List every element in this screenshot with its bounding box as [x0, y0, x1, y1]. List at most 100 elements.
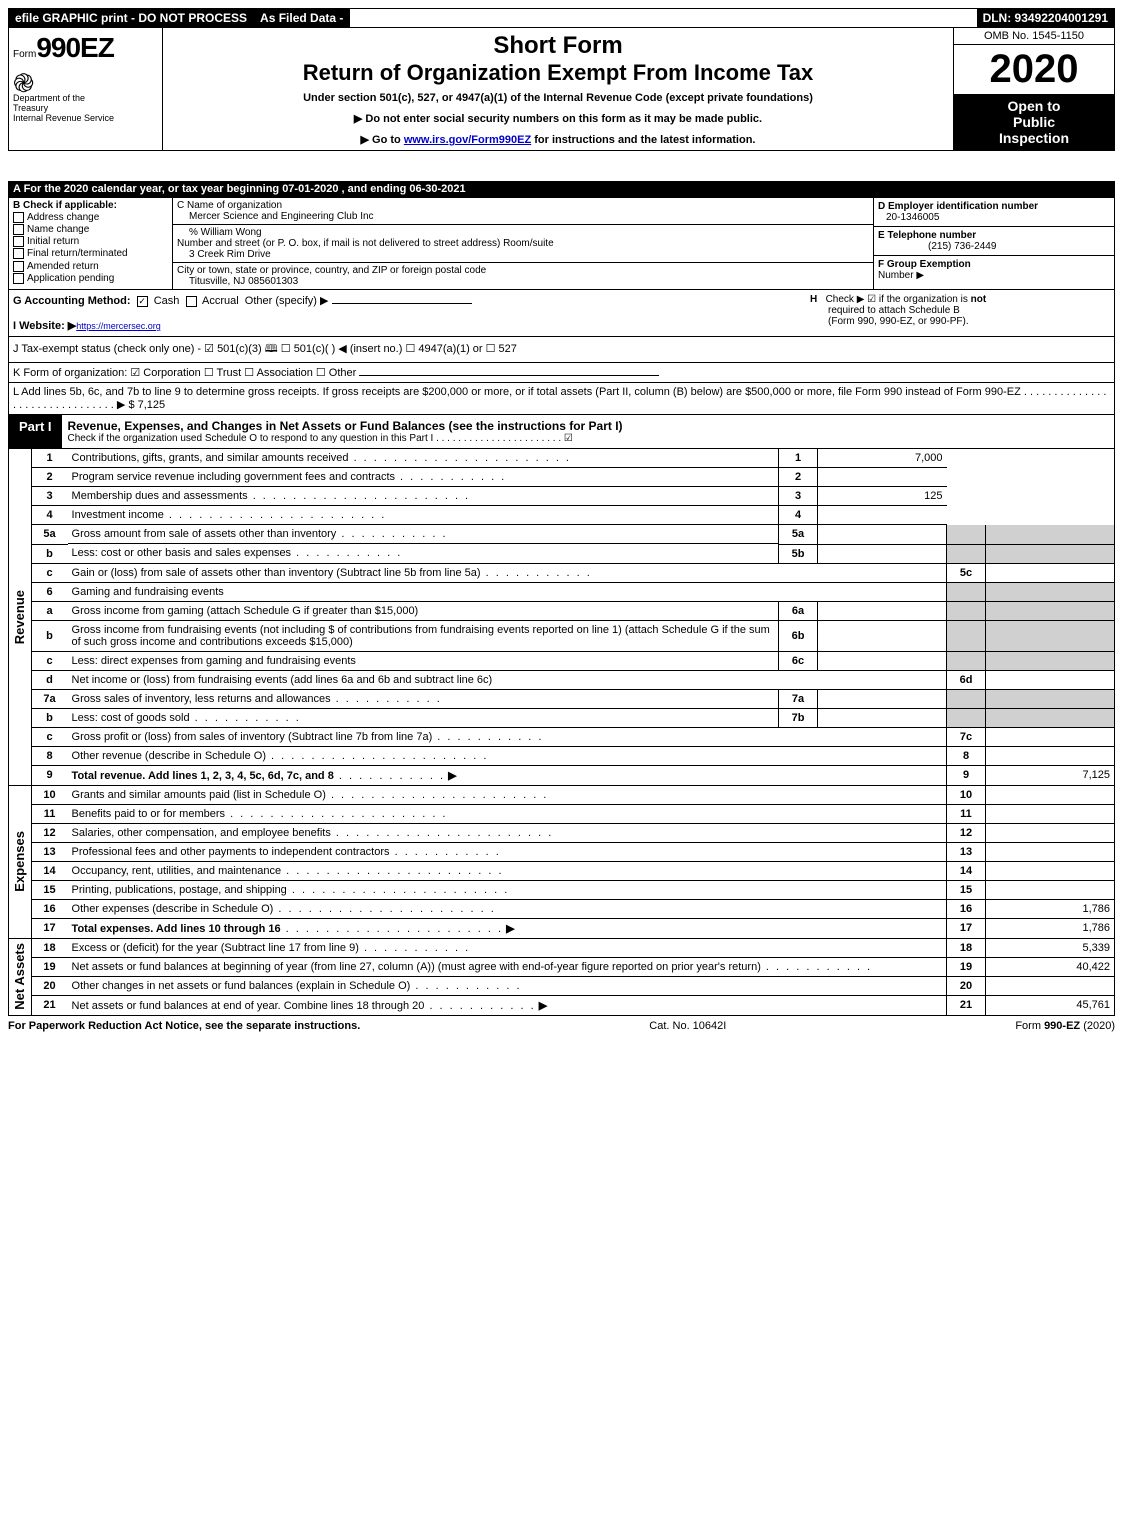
chk-label-pending: Application pending — [27, 273, 114, 284]
line-5c-val — [986, 563, 1115, 582]
line-15-desc: Printing, publications, postage, and shi… — [72, 884, 287, 896]
line-9-desc: Total revenue. Add lines 1, 2, 3, 4, 5c,… — [72, 770, 334, 782]
line-5a-sc: 5a — [779, 525, 818, 545]
line-1-rnum: 1 — [779, 449, 818, 468]
part1-tab: Part I — [9, 415, 62, 448]
info-grid: B Check if applicable: Address change Na… — [8, 198, 1115, 290]
street-address: 3 Creek Rim Drive — [177, 249, 271, 260]
checkbox-cash[interactable]: ✓ — [137, 296, 148, 307]
page-footer: For Paperwork Reduction Act Notice, see … — [8, 1016, 1115, 1036]
line-4-num: 4 — [31, 506, 68, 525]
line-20-num: 20 — [31, 976, 68, 995]
line-10-rnum: 10 — [947, 786, 986, 805]
line-2-val — [818, 468, 947, 487]
line-15-val — [986, 880, 1115, 899]
open-line1: Open to — [1008, 98, 1061, 114]
line-3-val: 125 — [818, 487, 947, 506]
line-9-arrow: ▶ — [448, 770, 456, 782]
line-8-desc: Other revenue (describe in Schedule O) — [72, 750, 266, 762]
line-9-num: 9 — [31, 765, 68, 785]
other-specify-line[interactable] — [332, 303, 472, 304]
netassets-side-label: Net Assets — [8, 939, 31, 1016]
line-21-arrow: ▶ — [539, 1000, 547, 1012]
line-2-num: 2 — [31, 468, 68, 487]
line-15-num: 15 — [31, 880, 68, 899]
line-7c-rnum: 7c — [947, 727, 986, 746]
city-value: Titusville, NJ 085601303 — [177, 276, 298, 287]
line-21-desc: Net assets or fund balances at end of ye… — [72, 1000, 425, 1012]
netassets-section: Net Assets 18Excess or (deficit) for the… — [8, 939, 1115, 1016]
line-21-num: 21 — [31, 995, 68, 1015]
line-7c-val — [986, 727, 1115, 746]
line-6-rnum — [947, 582, 986, 601]
line-4-desc: Investment income — [72, 509, 164, 521]
line-9-val: 7,125 — [986, 765, 1115, 785]
checkbox-initial[interactable] — [13, 236, 24, 247]
line-15-rnum: 15 — [947, 880, 986, 899]
line-5a-desc: Gross amount from sale of assets other t… — [72, 528, 337, 540]
open-inspection: Open to Public Inspection — [954, 94, 1114, 150]
line-3-num: 3 — [31, 487, 68, 506]
cash-label: Cash — [154, 295, 180, 307]
expenses-table: 10Grants and similar amounts paid (list … — [31, 786, 1115, 939]
row-h-text1: Check ▶ ☑ if the organization is — [826, 294, 971, 305]
line-6a-rval — [986, 601, 1115, 620]
line-11-desc: Benefits paid to or for members — [72, 808, 225, 820]
note-goto-post: for instructions and the latest informat… — [531, 134, 755, 146]
checkbox-amended[interactable] — [13, 261, 24, 272]
row-j: J Tax-exempt status (check only one) - ☑… — [8, 337, 1115, 363]
box-e-label: E Telephone number — [878, 230, 976, 241]
checkbox-address[interactable] — [13, 212, 24, 223]
line-4-rnum: 4 — [779, 506, 818, 525]
checkbox-accrual[interactable] — [186, 296, 197, 307]
revenue-side-text: Revenue — [12, 586, 27, 648]
box-f-label: F Group Exemption — [878, 259, 971, 270]
line-12-rnum: 12 — [947, 823, 986, 842]
chk-label-address: Address change — [27, 212, 99, 223]
row-k: K Form of organization: ☑ Corporation ☐ … — [8, 363, 1115, 383]
line-13-val — [986, 842, 1115, 861]
line-6b-sv — [818, 620, 947, 651]
phone-value: (215) 736-2449 — [878, 241, 996, 252]
line-20-desc: Other changes in net assets or fund bala… — [72, 980, 411, 992]
line-1-val: 7,000 — [818, 449, 947, 468]
line-5b-rnum — [947, 544, 986, 563]
line-6c-rval — [986, 651, 1115, 670]
line-7b-desc: Less: cost of goods sold — [72, 712, 190, 724]
revenue-section: Revenue 1Contributions, gifts, grants, a… — [8, 449, 1115, 786]
line-12-num: 12 — [31, 823, 68, 842]
website-link[interactable]: https://mercersec.org — [76, 321, 161, 331]
line-5c-desc: Gain or (loss) from sale of assets other… — [72, 567, 481, 579]
line-8-num: 8 — [31, 746, 68, 765]
open-line3: Inspection — [999, 130, 1069, 146]
under-section: Under section 501(c), 527, or 4947(a)(1)… — [171, 92, 945, 104]
omb-number: OMB No. 1545-1150 — [954, 28, 1114, 45]
line-6-num: 6 — [31, 582, 68, 601]
line-14-rnum: 14 — [947, 861, 986, 880]
irs-swirl-icon: ֎ — [13, 64, 34, 100]
checkbox-final[interactable] — [13, 248, 24, 259]
box-f-label2: Number ▶ — [878, 270, 924, 281]
revenue-side-label: Revenue — [8, 449, 31, 786]
checkbox-pending[interactable] — [13, 273, 24, 284]
row-g-label: G Accounting Method: — [13, 295, 131, 307]
line-6d-val — [986, 670, 1115, 689]
chk-label-final: Final return/terminated — [27, 249, 128, 260]
line-9-rnum: 9 — [947, 765, 986, 785]
city-label: City or town, state or province, country… — [177, 265, 486, 276]
line-19-rnum: 19 — [947, 957, 986, 976]
irs-link[interactable]: www.irs.gov/Form990EZ — [404, 134, 531, 146]
line-5c-rnum: 5c — [947, 563, 986, 582]
line-6b-rval — [986, 620, 1115, 651]
line-5b-sv — [818, 544, 947, 563]
asfiled-blank — [350, 9, 362, 27]
box-d-label: D Employer identification number — [878, 201, 1038, 212]
line-7a-rnum — [947, 689, 986, 708]
checkbox-name[interactable] — [13, 224, 24, 235]
org-name: Mercer Science and Engineering Club Inc — [177, 211, 374, 222]
line-7a-sc: 7a — [779, 689, 818, 708]
line-6d-rnum: 6d — [947, 670, 986, 689]
line-6a-num: a — [31, 601, 68, 620]
note-goto-pre: ▶ Go to — [361, 134, 404, 146]
line-6-rval — [986, 582, 1115, 601]
